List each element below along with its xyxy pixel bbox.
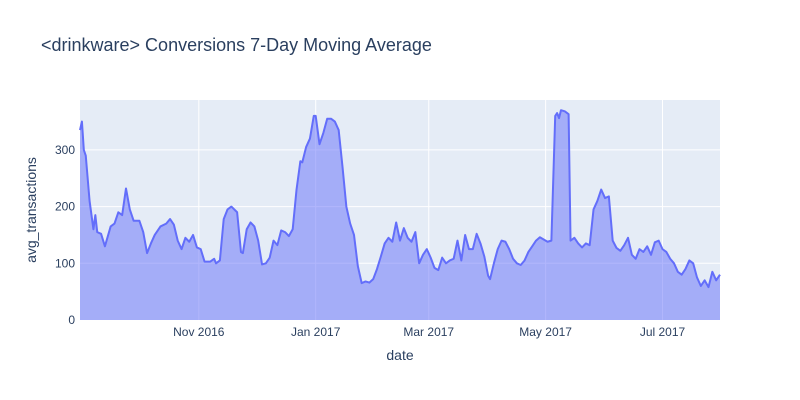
x-tick-label: Jul 2017	[640, 325, 686, 339]
series-line	[79, 109, 721, 289]
y-tick-label: 300	[55, 143, 75, 157]
y-tick-label: 100	[55, 256, 75, 270]
y-axis-ticks: 0 100 200 300	[55, 143, 75, 327]
x-tick-label: Jan 2017	[291, 325, 341, 339]
x-tick-label: Nov 2016	[173, 325, 225, 339]
y-axis-label: avg_transactions	[23, 157, 39, 263]
x-tick-label: May 2017	[519, 325, 572, 339]
y-tick-label: 200	[55, 200, 75, 214]
y-tick-label: 0	[68, 313, 75, 327]
chart-title: <drinkware> Conversions 7-Day Moving Ave…	[41, 35, 432, 55]
x-tick-label: Mar 2017	[403, 325, 454, 339]
series-area	[80, 110, 720, 321]
x-axis-ticks: Nov 2016 Jan 2017 Mar 2017 May 2017 Jul 2017	[173, 325, 685, 339]
x-axis-label: date	[386, 347, 413, 363]
